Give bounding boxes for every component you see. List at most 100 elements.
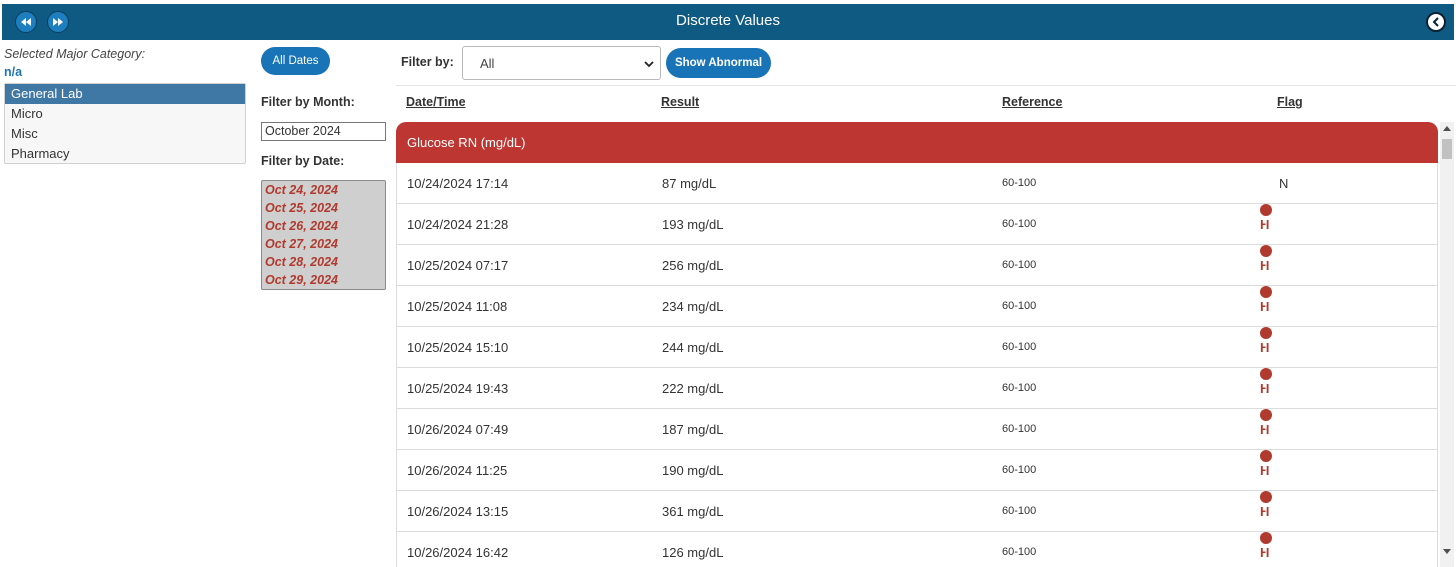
table-row[interactable]: 10/26/2024 11:25 190 mg/dL 60-100! H <box>396 450 1438 491</box>
row-datetime: 10/26/2024 07:49 <box>407 422 509 437</box>
all-dates-button[interactable]: All Dates <box>261 47 330 75</box>
row-datetime: 10/24/2024 17:14 <box>407 176 509 191</box>
filter-by-month-label: Filter by Month: <box>261 95 355 109</box>
date-item[interactable]: Oct 25, 2024 <box>265 201 338 215</box>
row-result: 193 mg/dL <box>662 217 724 232</box>
row-flag: ! H <box>1260 327 1300 368</box>
row-flag-text: H <box>1260 299 1270 314</box>
category-item-pharmacy[interactable]: Pharmacy <box>11 146 70 161</box>
category-list: General Lab Micro Misc Pharmacy <box>4 83 246 164</box>
category-item-misc[interactable]: Misc <box>11 126 38 141</box>
column-header-result[interactable]: Result <box>661 95 700 109</box>
row-flag-text: H <box>1260 340 1270 355</box>
row-flag-text: H <box>1260 504 1270 519</box>
table-row[interactable]: 10/26/2024 16:42 126 mg/dL 60-100 ! H <box>396 532 1438 567</box>
row-flag: ! H <box>1260 450 1300 491</box>
row-datetime: 10/24/2024 21:28 <box>407 217 509 232</box>
column-header-datetime[interactable]: Date/Time <box>406 95 466 109</box>
row-reference: 60-100 <box>1002 259 1037 271</box>
alert-icon: ! <box>1260 409 1272 434</box>
row-flag-text: H <box>1260 422 1270 437</box>
chevron-down-icon <box>644 61 654 68</box>
row-datetime: 10/26/2024 11:25 <box>407 463 508 478</box>
rewind-icon[interactable] <box>15 11 37 33</box>
alert-icon: ! <box>1260 450 1272 475</box>
row-result: 361 mg/dL <box>662 504 724 519</box>
row-reference: 60-100 <box>1002 218 1037 230</box>
row-datetime: 10/25/2024 07:17 <box>407 258 509 273</box>
category-value: n/a <box>4 65 23 79</box>
category-item-general-lab[interactable]: General Lab <box>5 84 245 104</box>
row-flag-text: H <box>1260 258 1270 273</box>
column-header-flag[interactable]: Flag <box>1277 95 1303 109</box>
row-reference: 60-100 <box>1002 464 1037 476</box>
row-reference: 60-100 <box>1002 505 1037 517</box>
month-input[interactable]: October 2024 <box>261 122 386 141</box>
table-row[interactable]: 10/25/2024 11:08 234 mg/dL 60-100! H <box>396 286 1438 327</box>
column-header-reference[interactable]: Reference <box>1002 95 1063 109</box>
date-item[interactable]: Oct 27, 2024 <box>265 237 338 251</box>
table-row[interactable]: 10/24/2024 17:14 87 mg/dL 60-100 N <box>396 163 1438 204</box>
row-reference: 60-100 <box>1002 546 1037 558</box>
row-datetime: 10/25/2024 15:10 <box>407 340 509 355</box>
fast-forward-icon[interactable] <box>47 11 69 33</box>
title-bar: Discrete Values <box>2 4 1454 40</box>
row-reference: 60-100 <box>1002 382 1037 394</box>
row-datetime: 10/25/2024 11:08 <box>407 299 508 314</box>
category-item-micro[interactable]: Micro <box>11 106 43 121</box>
date-item[interactable]: Oct 29, 2024 <box>265 273 338 287</box>
alert-icon: ! <box>1260 491 1272 516</box>
show-abnormal-button[interactable]: Show Abnormal <box>666 48 771 78</box>
row-datetime: 10/26/2024 13:15 <box>407 504 509 519</box>
date-list: Oct 24, 2024 Oct 25, 2024 Oct 26, 2024 O… <box>261 180 386 290</box>
table-row[interactable]: 10/25/2024 07:17 256 mg/dL 60-100! H <box>396 245 1438 286</box>
row-result: 256 mg/dL <box>662 258 724 273</box>
table-row[interactable]: 10/25/2024 19:43 222 mg/dL 60-100! H <box>396 368 1438 409</box>
row-flag-text: H <box>1260 217 1270 232</box>
alert-icon: ! <box>1260 204 1272 229</box>
table-row[interactable]: 10/25/2024 15:10 244 mg/dL 60-100 ! H <box>396 327 1438 368</box>
row-reference: 60-100 <box>1002 177 1037 189</box>
scroll-down-arrow-icon[interactable] <box>1443 549 1451 554</box>
row-result: 244 mg/dL <box>662 340 724 355</box>
table-row[interactable]: 10/24/2024 21:28 193 mg/dL 60-100! H <box>396 204 1438 245</box>
row-datetime: 10/26/2024 16:42 <box>407 545 509 560</box>
scroll-up-arrow-icon[interactable] <box>1443 126 1451 131</box>
divider <box>396 85 1456 86</box>
row-result: 126 mg/dL <box>662 545 724 560</box>
test-group-header[interactable]: Glucose RN (mg/dL) <box>396 122 1438 163</box>
row-result: 222 mg/dL <box>662 381 724 396</box>
filter-by-select[interactable]: All <box>462 46 661 80</box>
filter-by-value: All <box>480 55 495 71</box>
date-item[interactable]: Oct 28, 2024 <box>265 255 338 269</box>
row-flag: ! H <box>1260 532 1300 567</box>
row-flag: ! H <box>1260 245 1300 286</box>
row-result: 234 mg/dL <box>662 299 724 314</box>
row-result: 87 mg/dL <box>662 176 717 191</box>
category-label: Selected Major Category: <box>4 47 146 61</box>
scrollbar-thumb[interactable] <box>1442 139 1452 159</box>
row-flag-text: H <box>1260 463 1270 478</box>
chevron-left-icon[interactable] <box>1426 12 1446 32</box>
filter-by-date-label: Filter by Date: <box>261 154 345 168</box>
table-row[interactable]: 10/26/2024 13:15 361 mg/dL 60-100! H <box>396 491 1438 532</box>
alert-icon: ! <box>1260 245 1272 270</box>
row-flag-text: N <box>1279 176 1289 191</box>
table-row[interactable]: 10/26/2024 07:49 187 mg/dL 60-100! H <box>396 409 1438 450</box>
row-reference: 60-100 <box>1002 300 1037 312</box>
row-flag: N <box>1279 163 1319 204</box>
row-flag: ! H <box>1260 491 1300 532</box>
row-flag-text: H <box>1260 545 1270 560</box>
row-flag: ! H <box>1260 368 1300 409</box>
row-flag: ! H <box>1260 409 1300 450</box>
filter-by-label: Filter by: <box>401 55 454 69</box>
row-reference: 60-100 <box>1002 341 1037 353</box>
row-result: 187 mg/dL <box>662 422 724 437</box>
scrollbar[interactable] <box>1440 122 1454 567</box>
date-item[interactable]: Oct 24, 2024 <box>265 183 338 197</box>
row-flag: ! H <box>1260 204 1300 245</box>
row-result: 190 mg/dL <box>662 463 724 478</box>
results-table: Glucose RN (mg/dL) 10/24/2024 17:14 87 mg… <box>396 122 1438 567</box>
date-item[interactable]: Oct 26, 2024 <box>265 219 338 233</box>
alert-icon: ! <box>1260 368 1272 393</box>
